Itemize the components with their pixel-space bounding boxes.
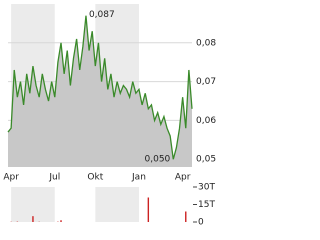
x-tick-label: Apr — [175, 173, 191, 183]
y-tick-label: 30T — [198, 183, 215, 193]
y-tick-label: 0,06 — [196, 116, 216, 126]
y-tick-label: 0,05 — [196, 155, 216, 165]
background-band — [95, 187, 139, 222]
x-tick-label: Apr — [3, 173, 19, 183]
chart: 0,05 0,06 0,07 0,08 0,087 0,050 Apr Jul Okt Jan Ap… — [3, 4, 216, 228]
annotation: 0,050 — [145, 155, 171, 165]
bar — [185, 211, 187, 222]
bar — [147, 197, 150, 222]
bar — [60, 220, 62, 222]
y-tick-label: 15T — [198, 200, 215, 210]
annotation: 0,087 — [89, 10, 115, 20]
area — [8, 15, 192, 168]
x-tick-label: Okt — [87, 173, 103, 183]
x-tick-label: Jul — [48, 173, 60, 183]
y-tick-label: 0,07 — [196, 77, 216, 87]
y-tick-label: 0,08 — [196, 38, 216, 48]
bar — [32, 216, 34, 222]
y-tick-label: 0 — [198, 218, 204, 228]
x-tick-label: Jan — [131, 173, 146, 183]
line — [7, 15, 193, 160]
